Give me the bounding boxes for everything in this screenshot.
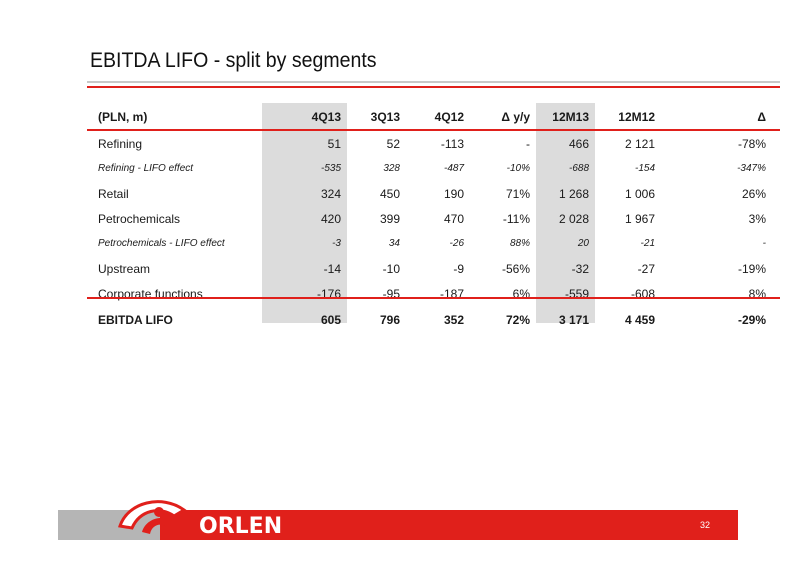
value-cell: -187 — [439, 286, 464, 301]
value-cell: 71% — [505, 186, 530, 201]
header-cell: Δ — [757, 110, 766, 124]
orlen-wordmark: ORLEN — [199, 514, 282, 539]
value-cell: 1 006 — [624, 186, 655, 201]
value-cell: 1 268 — [558, 186, 589, 201]
row-label: Refining — [98, 136, 143, 151]
value-cell: 4 459 — [624, 313, 655, 327]
value-cell: 52 — [386, 136, 400, 151]
value-cell: -347% — [737, 163, 766, 174]
header-divider — [87, 129, 780, 131]
row-label: Petrochemicals — [98, 211, 181, 226]
value-cell: -688 — [568, 163, 589, 174]
header-cell: 12M13 — [552, 110, 589, 124]
value-cell: -26 — [449, 238, 464, 249]
value-cell: 2 028 — [558, 211, 589, 226]
value-cell: -535 — [320, 163, 341, 174]
value-cell: -487 — [443, 163, 464, 174]
value-cell: -10% — [506, 163, 530, 174]
value-cell: 605 — [320, 313, 341, 327]
row-label: Petrochemicals - LIFO effect — [98, 238, 225, 249]
table-row: Petrochemicals 420 399 470 -11% 2 028 1 967 3% — [87, 206, 780, 231]
value-cell: 1 967 — [624, 211, 655, 226]
page-title: EBITDA LIFO - split by segments — [90, 49, 377, 72]
value-cell: -14 — [323, 261, 341, 276]
header-cell: 4Q13 — [311, 110, 341, 124]
row-label: Upstream — [98, 261, 151, 276]
table-row: Corporate functions -176 -95 -187 6% -559 -608… — [87, 281, 780, 306]
title-divider-gray — [87, 81, 780, 83]
quarter-highlight-column — [262, 103, 347, 323]
value-cell: 6% — [512, 286, 530, 301]
table-row: Petrochemicals - LIFO effect -3 34 -26 88% 20… — [87, 231, 780, 256]
value-cell: -95 — [382, 286, 400, 301]
value-cell: -3 — [332, 238, 341, 249]
value-cell: 796 — [379, 313, 400, 327]
footer-accent — [160, 510, 738, 540]
value-cell: 26% — [741, 186, 766, 201]
value-cell: -27 — [637, 261, 655, 276]
brand-name: ORLEN — [199, 514, 282, 539]
segments-table-wrapper: (PLN, m) 4Q13 3Q13 4Q12 Δ y/y 12M13 12M1… — [87, 103, 780, 334]
value-cell: -154 — [634, 163, 655, 174]
value-cell: -559 — [564, 286, 589, 301]
value-cell: 51 — [327, 136, 341, 151]
page-number: 32 — [700, 520, 711, 530]
value-cell: -113 — [440, 136, 464, 151]
value-cell: 34 — [388, 238, 400, 249]
value-cell: 2 121 — [624, 136, 655, 151]
table-row: Retail 324 450 190 71% 1 268 1 006 26% — [87, 181, 780, 206]
value-cell: - — [762, 238, 766, 249]
value-cell: -32 — [571, 261, 589, 276]
table-row: Refining - LIFO effect -535 328 -487 -10% -68… — [87, 156, 780, 181]
row-label: Corporate functions — [98, 286, 203, 301]
value-cell: 20 — [577, 238, 589, 249]
header-cell: 12M12 — [618, 110, 655, 124]
value-cell: 3% — [748, 211, 766, 226]
value-cell: 450 — [379, 186, 400, 201]
header-cell: 3Q13 — [370, 110, 400, 124]
value-cell: -9 — [453, 261, 464, 276]
header-cell: 4Q12 — [434, 110, 464, 124]
value-cell: -19% — [737, 261, 766, 276]
total-divider — [87, 297, 780, 299]
header-cell: (PLN, m) — [98, 110, 148, 124]
row-label: Retail — [98, 186, 129, 201]
table-row: Refining 51 52 -113 - 466 2 121 -78% — [87, 131, 780, 156]
value-cell: - — [526, 136, 530, 151]
value-cell: -29% — [737, 313, 766, 327]
value-cell: 3 171 — [558, 313, 589, 327]
value-cell: -56% — [501, 261, 530, 276]
total-row: EBITDA LIFO 605 796 352 72% 3 171 4 459 -29% — [87, 306, 780, 334]
header-cell: Δ y/y — [501, 110, 530, 124]
row-label: EBITDA LIFO — [98, 313, 173, 327]
value-cell: -176 — [316, 286, 341, 301]
value-cell: 352 — [443, 313, 464, 327]
value-cell: 328 — [383, 163, 400, 174]
title-divider-red — [87, 86, 780, 88]
value-cell: 88% — [509, 238, 530, 249]
orlen-eagle-logo — [118, 500, 187, 534]
value-cell: -21 — [640, 238, 655, 249]
value-cell: -10 — [382, 261, 400, 276]
value-cell: -608 — [630, 286, 655, 301]
value-cell: 399 — [379, 211, 400, 226]
value-cell: 8% — [748, 286, 766, 301]
value-cell: 190 — [443, 186, 464, 201]
value-cell: 470 — [443, 211, 464, 226]
year-highlight-column — [536, 103, 595, 323]
segments-table: (PLN, m) 4Q13 3Q13 4Q12 Δ y/y 12M13 12M1… — [87, 103, 780, 334]
table-row: Upstream -14 -10 -9 -56% -32 -27 -19% — [87, 256, 780, 281]
row-label: Refining - LIFO effect — [98, 163, 194, 174]
value-cell: 420 — [320, 211, 341, 226]
value-cell: 324 — [320, 186, 341, 201]
value-cell: 72% — [505, 313, 530, 327]
value-cell: -78% — [737, 136, 766, 151]
value-cell: 466 — [568, 136, 589, 151]
table-header-row: (PLN, m) 4Q13 3Q13 4Q12 Δ y/y 12M13 12M1… — [87, 103, 780, 131]
value-cell: -11% — [502, 211, 530, 226]
